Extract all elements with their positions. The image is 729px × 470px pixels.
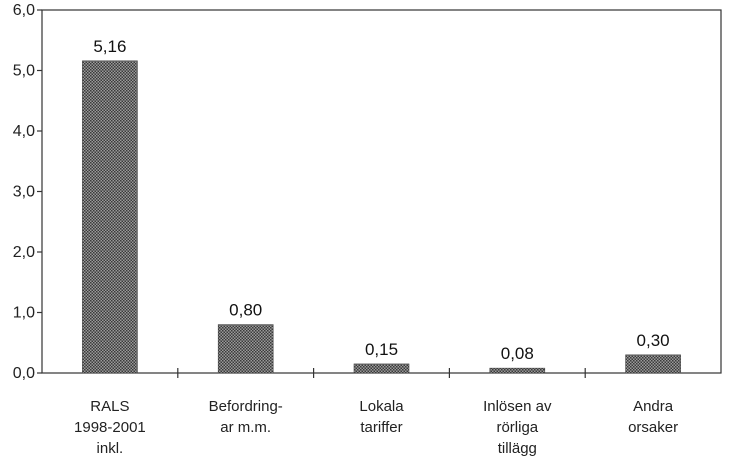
bar: [625, 354, 681, 374]
data-label: 5,16: [93, 37, 126, 56]
category-label-line: tariffer: [360, 419, 402, 436]
data-label: 0,80: [229, 301, 262, 320]
category-label: Lokala tariffer: [359, 398, 404, 436]
category-label-line: tillägg: [498, 440, 537, 457]
bar: [217, 324, 274, 374]
y-axis: 0,0 1,0 2,0 3,0 4,0 5,0 6,0: [13, 2, 42, 382]
category-label-line: rörliga: [496, 419, 538, 436]
bars: [82, 60, 681, 374]
category-label-line: Lokala: [359, 398, 404, 415]
category-label: Inlösen av rörliga tillägg: [483, 398, 552, 457]
category-label-line: Andra: [633, 398, 674, 415]
x-axis: [177, 368, 586, 378]
category-label: Befordring-ar m.m.: [209, 398, 283, 436]
data-label: 0,15: [365, 340, 398, 359]
category-label-line: 1998-2001: [74, 419, 146, 436]
y-tick-label: 3,0: [13, 184, 35, 201]
bar: [82, 60, 138, 374]
y-tick-label: 4,0: [13, 123, 35, 140]
y-tick-label: 1,0: [13, 305, 35, 322]
category-label-line: orsaker: [628, 419, 678, 436]
category-label-line: inkl.: [97, 440, 124, 457]
data-label: 0,30: [637, 331, 670, 350]
bar: [353, 363, 410, 374]
category-labels: RALS 1998-2001 inkl. Befordring-ar m.m. Loka…: [74, 398, 678, 457]
bar: [489, 367, 546, 374]
category-label-line: Inlösen av: [483, 398, 552, 415]
y-tick-label: 5,0: [13, 63, 35, 80]
category-label: Andra orsaker: [628, 398, 678, 436]
y-tick-label: 6,0: [13, 2, 35, 19]
category-label-line: ar m.m.: [220, 419, 271, 436]
plot-border: [41, 9, 722, 374]
value-labels: 5,16 0,80 0,15 0,08 0,30: [93, 37, 669, 363]
category-label-line: RALS: [90, 398, 129, 415]
y-tick-label: 2,0: [13, 244, 35, 261]
category-label-line: Befordring-: [209, 398, 283, 415]
plot-frame: [41, 9, 722, 374]
y-tick-label: 0,0: [13, 365, 35, 382]
data-label: 0,08: [501, 344, 534, 363]
category-label: RALS 1998-2001 inkl.: [74, 398, 146, 457]
